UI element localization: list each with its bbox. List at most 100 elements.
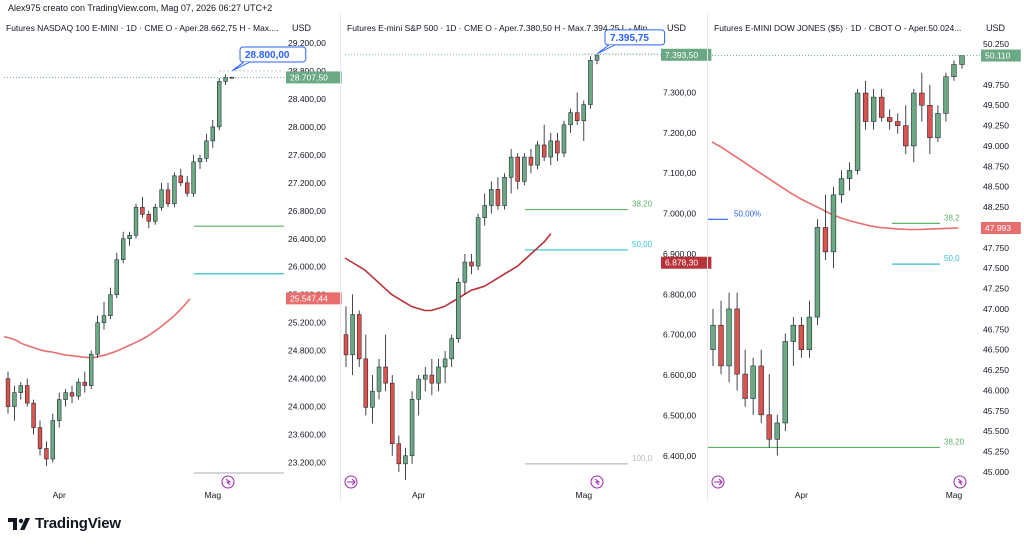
dow-y-tick-label: 49.000 [983,141,1009,151]
nasdaq-y-tick-label: 23.200,00 [288,458,326,468]
dow-y-tick-label: 47.500 [983,263,1009,273]
dow-candle-body [710,324,716,350]
dow-candle-body [814,227,821,318]
nasdaq-y-tick-label: 27.600,00 [288,150,326,160]
sp500-candle [495,177,501,210]
nasdaq-candle [204,133,209,162]
dow-candle [830,186,837,269]
dow-candle [838,170,845,204]
sp500-last-price-tag [661,48,712,61]
sp500-event-icon-bolt [594,478,601,486]
nasdaq-candle-body [95,322,100,355]
sp500-candle-body [475,217,481,267]
nasdaq-y-tick-label: 24.800,00 [288,346,326,356]
nasdaq-candle-body [50,420,55,460]
nasdaq-chart-panel[interactable]: Futures NASDAQ 100 E-MINI · 1D · CME O -… [0,14,342,500]
sp500-candle [363,334,369,416]
dow-y-tick-label: 48.750 [983,161,1009,171]
nasdaq-candle-body [121,238,126,260]
dow-candle-body [750,365,756,399]
sp500-candle-body [548,140,553,158]
sp500-candle [568,108,573,133]
dow-chart-panel[interactable]: Futures E-MINI DOW JONES ($5) · 1D · CBO… [708,14,1024,500]
dow-y-tick-label: 45.000 [983,467,1009,477]
nasdaq-candle-body [25,385,30,404]
tradingview-brand[interactable]: TradingView [8,515,121,532]
sp500-candle-body [594,54,600,61]
sp500-candle-body [356,314,362,360]
dow-candle [935,105,941,142]
sp500-candle [574,92,580,125]
dow-candle-body [798,324,805,350]
nasdaq-candle [25,378,30,407]
sp500-y-tick-label: 6.600,00 [663,370,696,380]
dow-candle-body [790,324,796,342]
sp500-candle-body [376,366,382,392]
nasdaq-candle [153,203,158,225]
nasdaq-candle [95,315,100,358]
sp500-candle-body [383,366,388,384]
nasdaq-candle-body [89,353,94,386]
dow-y-tick-label: 45.250 [983,446,1009,456]
nasdaq-candle-body [146,214,151,222]
sp500-candle [416,375,421,416]
sp500-candle [390,375,395,456]
dow-candle [774,414,780,456]
dow-y-tick-label: 47.000 [983,304,1009,314]
sp500-candle [561,120,567,158]
dow-candle-body [838,178,845,196]
sp500-candle [403,447,408,480]
nasdaq-currency-label: USD [292,23,312,33]
sp500-candle-body [429,374,435,384]
sp500-candle-body [403,455,408,465]
dow-candle-body [846,170,853,179]
panel-divider [340,14,341,500]
sp500-candle-body [502,177,507,206]
dow-fib-level-label: 38,2 [944,213,960,222]
dow-candle-body [959,55,965,65]
sp500-candle [508,149,514,194]
sp500-candle-body [343,334,349,356]
dow-candle [870,88,877,130]
sp500-candle-body [568,112,573,126]
dow-candle [734,292,740,391]
nasdaq-candle-body [159,189,164,208]
nasdaq-candle [89,350,94,390]
sp500-x-tick-label: Apr [412,490,425,500]
dow-candle [846,162,853,191]
nasdaq-candle [172,172,177,208]
sp500-y-tick-label: 7.000,00 [663,209,696,219]
sp500-candle [376,358,382,400]
dow-y-tick-label: 49.250 [983,121,1009,131]
sp500-candle [541,124,547,162]
nasdaq-candle-body [210,126,215,142]
nasdaq-y-tick-label: 25.200,00 [288,318,326,328]
dow-currency-label: USD [986,23,1006,33]
nasdaq-y-tick-label: 28.800,00 [288,66,326,76]
sp500-chart-panel[interactable]: Futures E-mini S&P 500 · 1D · CME O - Ap… [341,14,712,500]
dow-y-tick-label: 46.750 [983,324,1009,334]
dow-y-tick-label: 49.750 [983,80,1009,90]
chart-caption: Alex975 creato con TradingView.com, Mag … [8,3,273,13]
sp500-candle [555,132,560,162]
sp500-last-price-label: 7.393,50 [665,50,698,60]
sp500-candle [423,366,428,392]
sp500-candle [370,375,375,424]
nasdaq-x-tick-label: Mag [205,490,222,500]
sp500-y-tick-label: 6.700,00 [663,330,696,340]
dow-candle-body [718,324,724,367]
sp500-candle [588,56,593,109]
dow-candle [951,60,957,81]
nasdaq-candle-body [5,378,11,407]
dow-y-tick-label: 46.500 [983,345,1009,355]
nasdaq-candle-body [133,207,139,236]
sp500-candle-body [535,144,540,166]
nasdaq-candle [165,182,171,208]
sp500-high-callout-pointer [596,44,616,55]
sp500-candles-svg: 7.300,00 7.200,00 7.100,00 7.000,00 6.900,00… [343,29,712,500]
nasdaq-high-callout-pointer [231,61,251,72]
nasdaq-candle-body [172,175,177,205]
nasdaq-last-price-tag [286,71,342,84]
nasdaq-y-tick-label: 24.000,00 [288,402,326,412]
nasdaq-candle [5,371,11,414]
